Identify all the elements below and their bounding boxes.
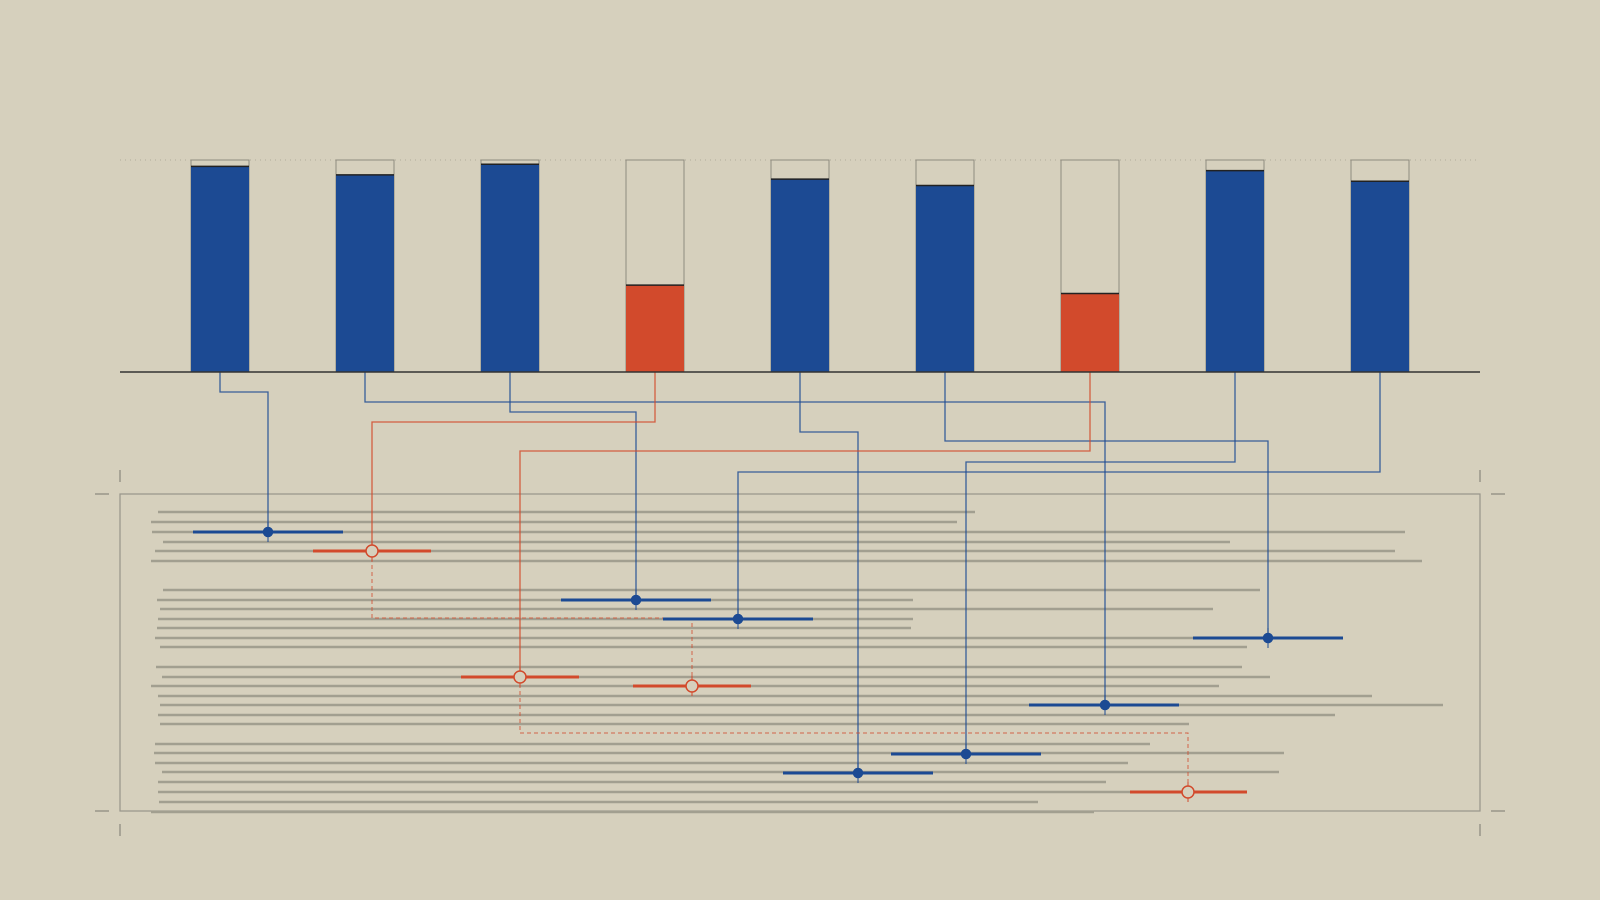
connectors bbox=[219, 372, 1381, 792]
connector-dashed bbox=[519, 677, 1189, 792]
connector bbox=[519, 372, 1091, 677]
marker bbox=[262, 526, 274, 538]
marker bbox=[1099, 699, 1111, 711]
marker bbox=[685, 679, 699, 693]
marker bbox=[1181, 785, 1195, 799]
marker bbox=[513, 670, 527, 684]
connector bbox=[799, 372, 859, 773]
markers bbox=[193, 522, 1343, 802]
connector bbox=[219, 372, 269, 532]
connector bbox=[364, 372, 1106, 705]
bar bbox=[191, 166, 249, 372]
connector bbox=[737, 372, 1381, 619]
connector bbox=[371, 372, 656, 551]
bar bbox=[336, 174, 394, 372]
marker bbox=[630, 594, 642, 606]
bar bbox=[916, 185, 974, 372]
bars bbox=[120, 159, 1480, 373]
corner-marks bbox=[95, 470, 1505, 836]
connector bbox=[509, 372, 637, 600]
bar bbox=[481, 164, 539, 372]
connector-dashed bbox=[371, 551, 693, 686]
bar bbox=[1206, 170, 1264, 372]
marker bbox=[732, 613, 744, 625]
marker bbox=[852, 767, 864, 779]
marker bbox=[1262, 632, 1274, 644]
connector bbox=[965, 372, 1236, 754]
bar bbox=[1061, 293, 1119, 372]
bar bbox=[1351, 181, 1409, 372]
marker bbox=[960, 748, 972, 760]
bar bbox=[626, 285, 684, 372]
connector bbox=[944, 372, 1269, 638]
marker bbox=[365, 544, 379, 558]
bar bbox=[771, 179, 829, 372]
